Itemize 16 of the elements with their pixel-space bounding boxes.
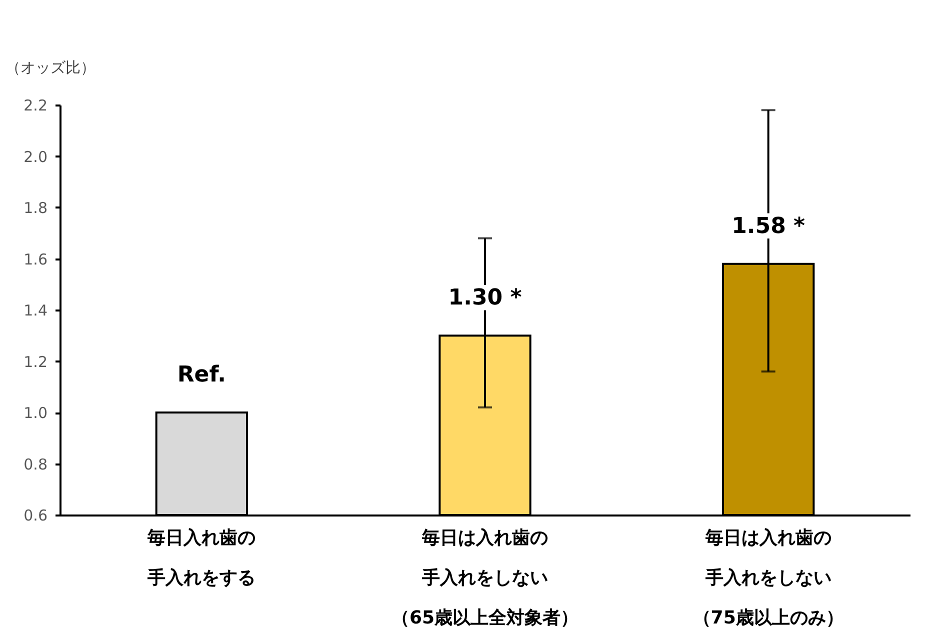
y-tick-label: 0.6 [24,506,48,524]
y-tick-label: 2.0 [24,148,48,166]
y-tick-label: 1.4 [24,302,48,320]
data-label: 1.58 * [732,214,806,239]
y-tick-label: 2.2 [24,96,48,114]
y-tick-label: 1.2 [24,352,48,371]
data-label: 1.30 * [448,286,522,311]
y-tick-label: 1.6 [24,250,48,268]
x-tick-label: 毎日は入れ歯の手入れをしない（65歳以上全対象者） [391,528,579,628]
x-tick-label: 毎日入れ歯の手入れをする [146,528,256,588]
y-tick-label: 1.8 [24,199,48,217]
data-label: Ref. [177,362,226,388]
x-tick-label: 毎日は入れ歯の手入れをしない（75歳以上のみ） [692,528,844,628]
y-axis-title: （オッズ比） [6,58,96,76]
y-tick-label: 1.0 [24,404,48,422]
y-tick-label: 0.8 [24,455,48,474]
